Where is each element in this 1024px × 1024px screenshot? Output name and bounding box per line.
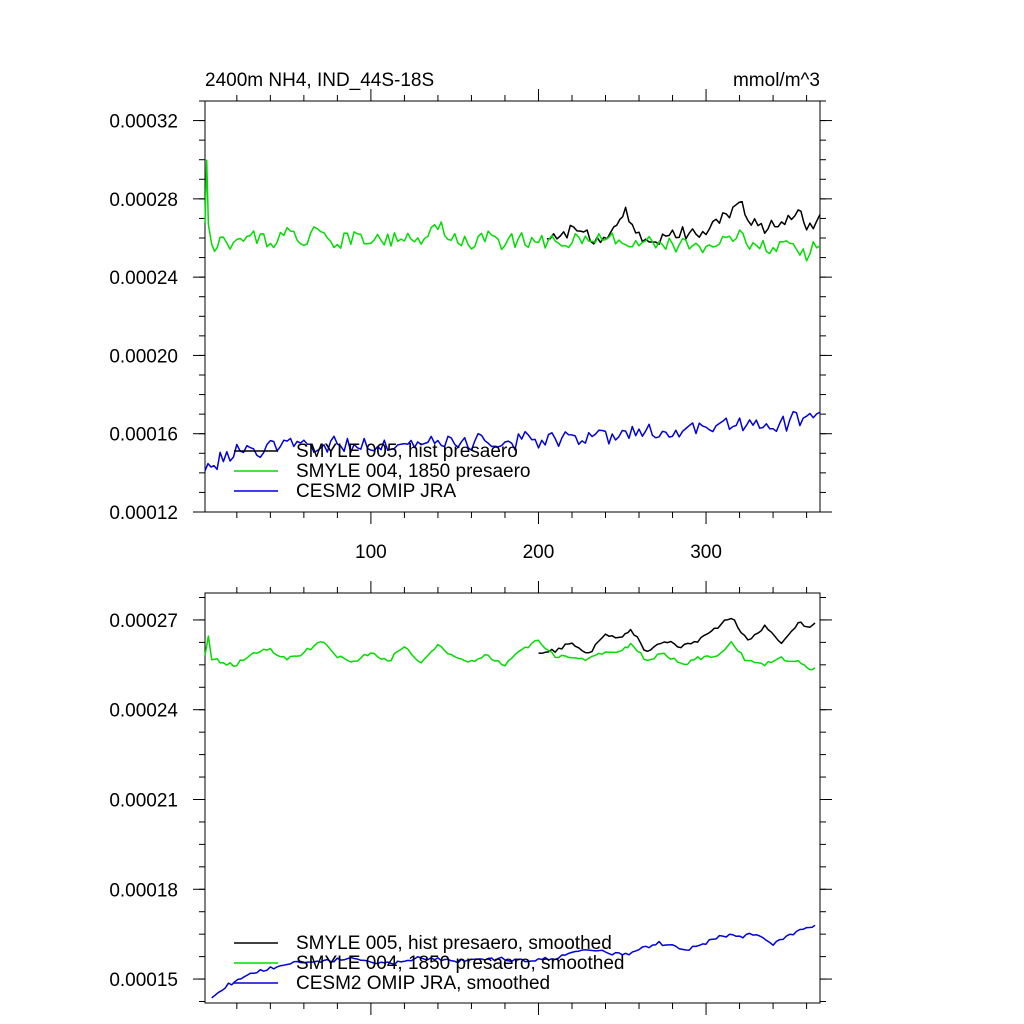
- legend-label: SMYLE 004, 1850 presaero, smoothed: [296, 953, 624, 974]
- top-panel: 100 200 300 0.00012 0.00016 0.00020 0.00024 0.0…: [109, 89, 832, 563]
- legend-label: CESM2 OMIP JRA, smoothed: [296, 973, 550, 994]
- series-line: [538, 617, 816, 655]
- legend-label: CESM2 OMIP JRA: [296, 481, 456, 502]
- y-tick-label: 0.00028: [109, 190, 178, 211]
- series-line: [204, 159, 821, 262]
- bottom-panel: 0.00015 0.00018 0.00021 0.00024 0.00027 SMYLE…: [109, 581, 832, 1015]
- x-tick-label: 100: [355, 542, 387, 563]
- legend-label: SMYLE 004, 1850 presaero: [296, 461, 531, 482]
- y-tick-label: 0.00024: [109, 701, 178, 722]
- series-line: [204, 410, 821, 472]
- y-tick-label: 0.00027: [109, 611, 178, 632]
- x-tick-label: 300: [690, 542, 722, 563]
- y-tick-label: 0.00020: [109, 346, 178, 367]
- y-tick-label: 0.00032: [109, 112, 178, 133]
- series-line: [211, 924, 816, 999]
- y-tick-label: 0.00024: [109, 268, 178, 289]
- series-line: [204, 635, 816, 671]
- plot-frame: [204, 100, 821, 513]
- x-tick-label: 200: [523, 542, 555, 563]
- y-tick-label: 0.00012: [109, 503, 178, 524]
- y-tick-label: 0.00021: [109, 790, 178, 811]
- y-tick-label: 0.00016: [109, 425, 178, 446]
- y-tick-label: 0.00015: [109, 970, 178, 991]
- y-tick-label: 0.00018: [109, 880, 178, 901]
- chart-title: 2400m NH4, IND_44S-18S: [205, 70, 434, 91]
- legend-label: SMYLE 005, hist presaero: [296, 441, 518, 462]
- series-line: [546, 200, 821, 246]
- units-label: mmol/m^3: [733, 70, 820, 91]
- plot-frame: [204, 592, 821, 1004]
- legend-label: SMYLE 005, hist presaero, smoothed: [296, 933, 612, 954]
